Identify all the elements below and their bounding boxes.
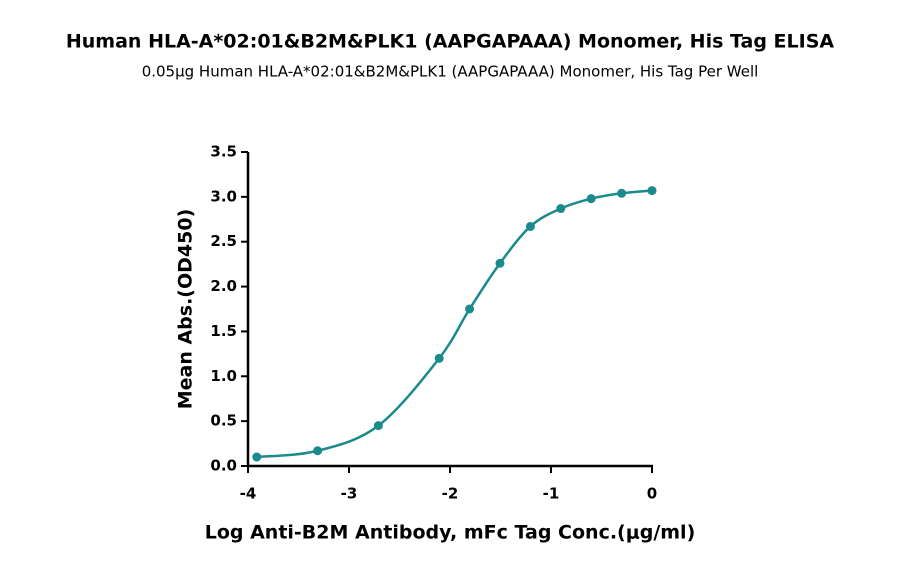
fit-curve <box>256 189 653 459</box>
x-tick-label: -2 <box>442 485 459 503</box>
data-point <box>617 188 627 198</box>
y-tick-label: 3.5 <box>210 143 237 161</box>
y-tick-label: 1.5 <box>210 322 237 340</box>
data-point <box>434 353 444 363</box>
y-axis-label: Mean Abs.(OD450) <box>175 209 197 410</box>
data-point <box>647 186 657 196</box>
y-tick-label: 2.5 <box>210 232 237 250</box>
data-point <box>495 258 505 268</box>
x-tick-label: -3 <box>341 485 358 503</box>
x-axis-label: Log Anti-B2M Antibody, mFc Tag Conc.(μg/… <box>205 522 696 544</box>
y-tick-label: 2.0 <box>210 277 237 295</box>
x-tick-label: -1 <box>543 485 560 503</box>
data-point <box>252 452 262 462</box>
y-tick-label: 0.0 <box>210 457 237 475</box>
x-tick-label: 0 <box>647 485 657 503</box>
chart-subtitle: 0.05μg Human HLA-A*02:01&B2M&PLK1 (AAPGA… <box>142 63 759 81</box>
y-tick-label: 3.0 <box>210 187 237 205</box>
x-tick-label: -4 <box>240 485 257 503</box>
data-point <box>313 446 323 456</box>
data-point <box>465 304 475 314</box>
data-point <box>373 421 383 431</box>
y-tick-label: 0.5 <box>210 412 237 430</box>
chart-title: Human HLA-A*02:01&B2M&PLK1 (AAPGAPAAA) M… <box>66 31 835 53</box>
data-point <box>586 194 596 204</box>
y-tick-label: 1.0 <box>210 367 237 385</box>
data-point <box>556 204 566 214</box>
data-point <box>525 221 535 231</box>
